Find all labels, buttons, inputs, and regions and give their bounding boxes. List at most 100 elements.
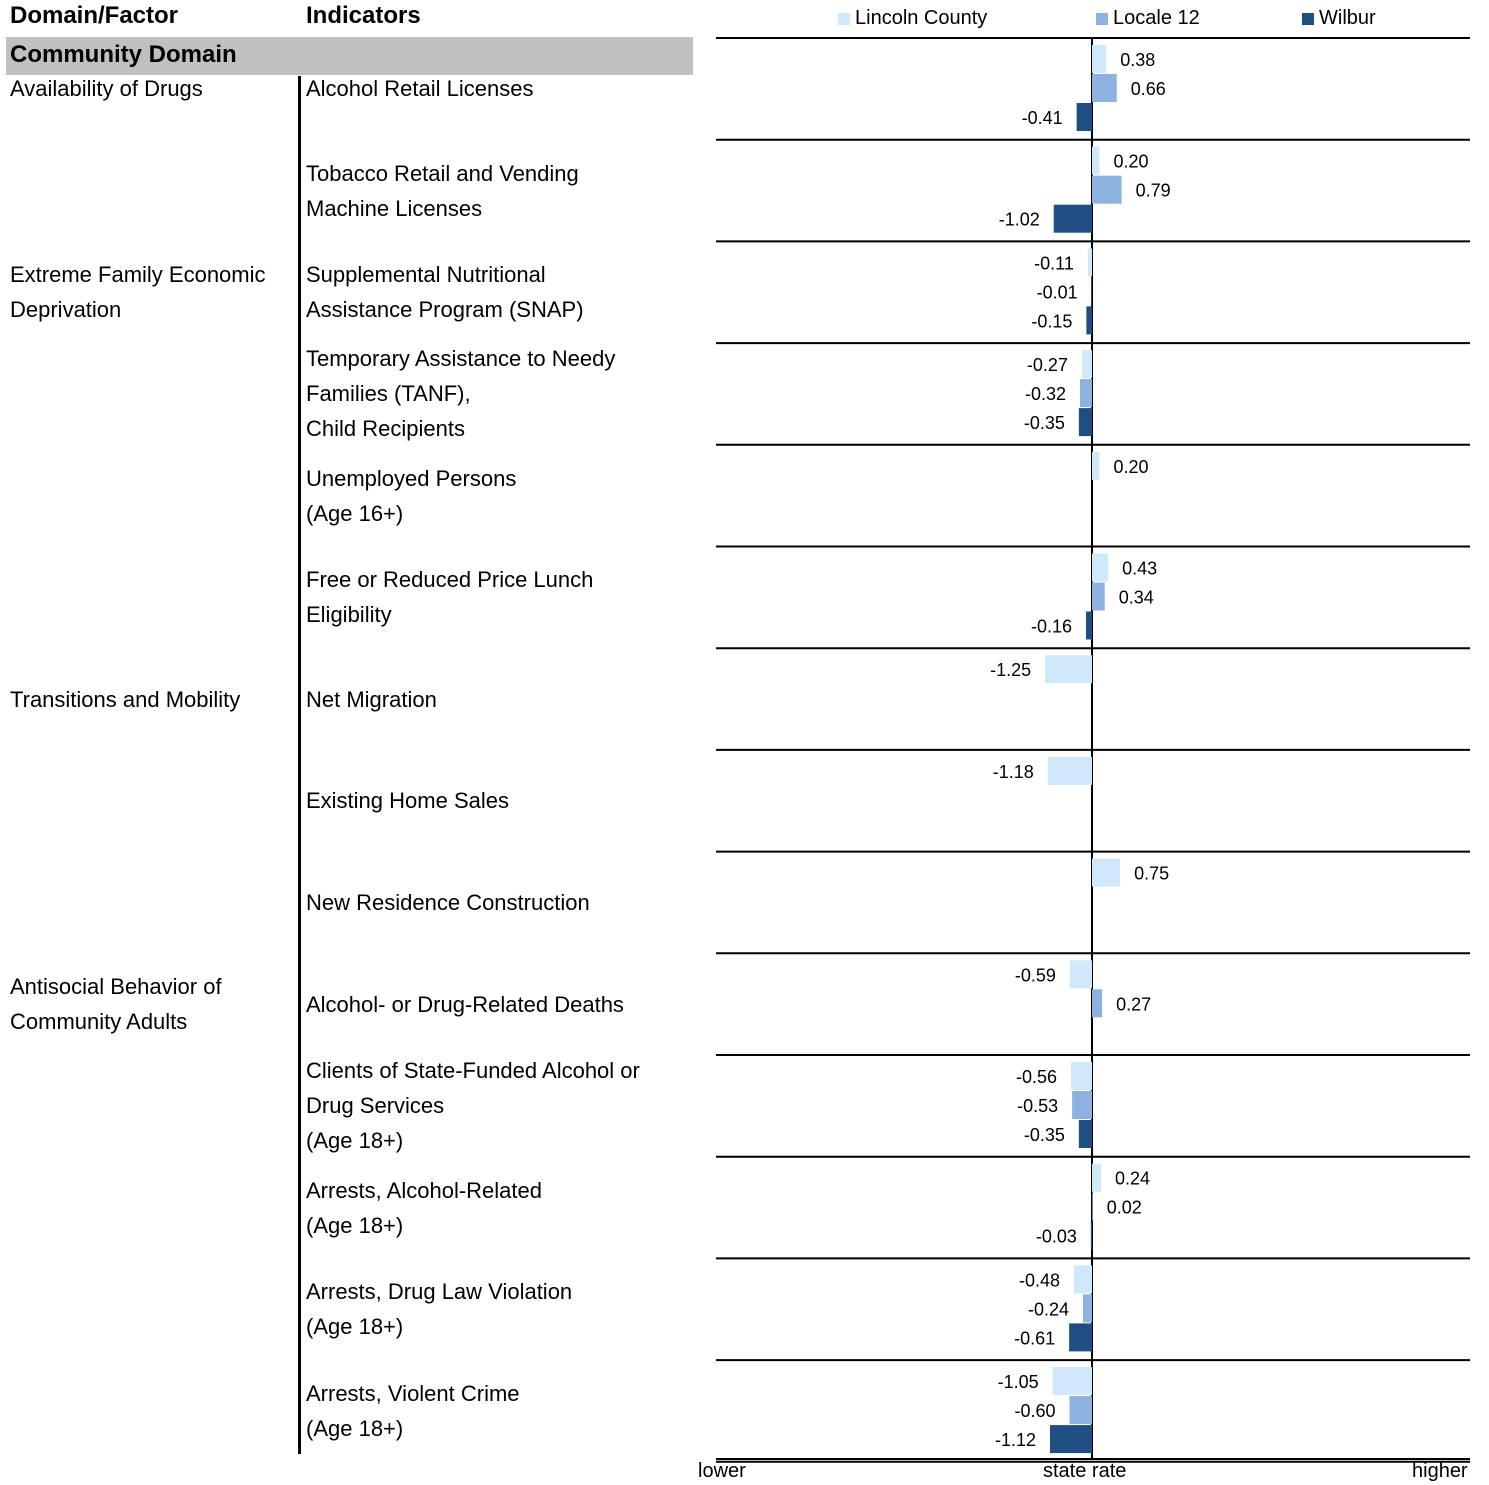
- data-label: -0.61: [1014, 1328, 1055, 1348]
- bar-locale-12: [1069, 1396, 1092, 1425]
- factor-label: Transitions and Mobility: [10, 686, 241, 712]
- bar-locale-12: [1080, 379, 1092, 408]
- indicator-label: New Residence Construction: [306, 889, 590, 915]
- bar-lincoln-county: [1047, 756, 1092, 785]
- data-label: -0.35: [1024, 1125, 1065, 1145]
- bar-wilbur: [1078, 1120, 1092, 1148]
- indicator-label: Alcohol Retail Licenses: [306, 76, 534, 102]
- indicator-label: Alcohol- or Drug-Related Deaths: [306, 991, 624, 1017]
- data-label: 0.34: [1119, 588, 1154, 608]
- data-label: -1.02: [999, 210, 1040, 230]
- legend-label: Wilbur: [1319, 7, 1376, 29]
- bar-wilbur: [1076, 103, 1092, 131]
- data-label: -0.24: [1028, 1299, 1069, 1319]
- factor-label: Antisocial Behavior of Community Adults: [10, 974, 222, 1035]
- legend-swatch: [838, 12, 850, 25]
- bar-lincoln-county: [1074, 1265, 1092, 1294]
- column-divider: [298, 76, 301, 1454]
- indicator-label: Unemployed Persons (Age 16+): [306, 465, 517, 526]
- legend-label: Locale 12: [1113, 7, 1200, 29]
- indicator-label: Tobacco Retail and Vending Machine Licen…: [306, 160, 579, 221]
- bar-locale-12: [1072, 1091, 1092, 1119]
- bar-lincoln-county: [1092, 451, 1100, 480]
- axis-label-state-rate: state rate: [1043, 1460, 1127, 1482]
- bar-locale-12: [1083, 1294, 1092, 1323]
- data-label: 0.75: [1134, 864, 1169, 884]
- bar-lincoln-county: [1081, 350, 1092, 379]
- indicator-label: Arrests, Violent Crime (Age 18+): [306, 1380, 520, 1441]
- indicator-label: Arrests, Drug Law Violation (Age 18+): [306, 1279, 573, 1340]
- bar-lincoln-county: [1092, 45, 1107, 73]
- data-label: 0.24: [1115, 1169, 1150, 1189]
- data-label: 0.02: [1107, 1198, 1142, 1218]
- bar-locale-12: [1092, 989, 1103, 1018]
- data-label: -1.12: [995, 1430, 1036, 1450]
- bar-wilbur: [1053, 204, 1092, 233]
- bar-wilbur: [1090, 1221, 1092, 1250]
- bar-lincoln-county: [1092, 553, 1109, 582]
- bar-lincoln-county: [1092, 858, 1121, 887]
- bar-lincoln-county: [1052, 1367, 1092, 1396]
- bar-lincoln-county: [1071, 1062, 1092, 1090]
- bar-locale-12: [1092, 74, 1117, 102]
- factor-label: Extreme Family Economic Deprivation: [10, 262, 266, 323]
- legend-item: Wilbur: [1302, 7, 1376, 30]
- indicator-label: Net Migration: [306, 686, 437, 712]
- indicators-header: Indicators: [306, 2, 421, 29]
- indicator-label: Supplemental Nutritional Assistance Prog…: [306, 262, 584, 323]
- data-label: -0.48: [1019, 1270, 1060, 1290]
- data-label: -0.53: [1017, 1096, 1058, 1116]
- section-label: Community Domain: [10, 41, 237, 68]
- axis-label-higher: higher: [1412, 1460, 1468, 1482]
- data-label: -0.03: [1036, 1227, 1077, 1247]
- factor-label: Availability of Drugs: [10, 76, 203, 102]
- data-label: -0.27: [1027, 355, 1068, 375]
- data-label: -1.18: [993, 762, 1034, 782]
- section-header: Community Domain: [6, 37, 693, 75]
- bar-locale-12: [1092, 582, 1105, 611]
- bar-wilbur: [1086, 611, 1092, 640]
- bar-wilbur: [1069, 1323, 1092, 1352]
- bar-lincoln-county: [1092, 146, 1100, 175]
- data-label: 0.27: [1116, 994, 1151, 1014]
- data-label: -0.01: [1037, 282, 1078, 302]
- bar-wilbur: [1050, 1425, 1092, 1454]
- data-label: -0.56: [1016, 1067, 1057, 1087]
- legend-swatch: [1096, 12, 1108, 25]
- data-label: -0.15: [1031, 311, 1072, 331]
- data-label: -0.32: [1025, 384, 1066, 404]
- legend-swatch: [1302, 12, 1314, 25]
- indicator-label: Arrests, Alcohol-Related (Age 18+): [306, 1177, 542, 1238]
- data-label: -0.16: [1031, 617, 1072, 637]
- bar-locale-12: [1092, 1192, 1093, 1221]
- bar-lincoln-county: [1092, 1163, 1101, 1192]
- legend-item: Lincoln County: [838, 7, 987, 30]
- bar-locale-12: [1092, 175, 1122, 204]
- data-label: 0.43: [1122, 559, 1157, 579]
- data-label: -0.35: [1024, 413, 1065, 433]
- data-label: -0.41: [1022, 108, 1063, 128]
- indicator-label: Existing Home Sales: [306, 788, 509, 814]
- data-label: -0.11: [1034, 253, 1074, 273]
- data-label: 0.79: [1136, 181, 1171, 201]
- bar-lincoln-county: [1069, 960, 1092, 989]
- bar-lincoln-county: [1087, 248, 1092, 277]
- data-label: -0.59: [1015, 965, 1056, 985]
- indicator-label: Temporary Assistance to Needy Families (…: [306, 346, 616, 442]
- domain-factor-header: Domain/Factor: [10, 2, 179, 29]
- data-label: 0.38: [1120, 50, 1155, 70]
- indicator-label: Clients of State-Funded Alcohol or Drug …: [306, 1058, 640, 1154]
- bar-wilbur: [1078, 408, 1092, 437]
- bar-wilbur: [1086, 306, 1092, 335]
- data-label: 0.20: [1114, 152, 1149, 172]
- data-label: -1.05: [998, 1372, 1039, 1392]
- data-label: -0.60: [1014, 1401, 1055, 1421]
- legend-item: Locale 12: [1096, 7, 1200, 30]
- data-label: 0.66: [1131, 79, 1166, 99]
- indicator-label: Free or Reduced Price Lunch Eligibility: [306, 567, 594, 628]
- axis-label-lower: lower: [698, 1460, 746, 1482]
- legend-label: Lincoln County: [855, 7, 988, 29]
- bar-lincoln-county: [1045, 655, 1092, 684]
- data-label: -1.25: [990, 660, 1031, 680]
